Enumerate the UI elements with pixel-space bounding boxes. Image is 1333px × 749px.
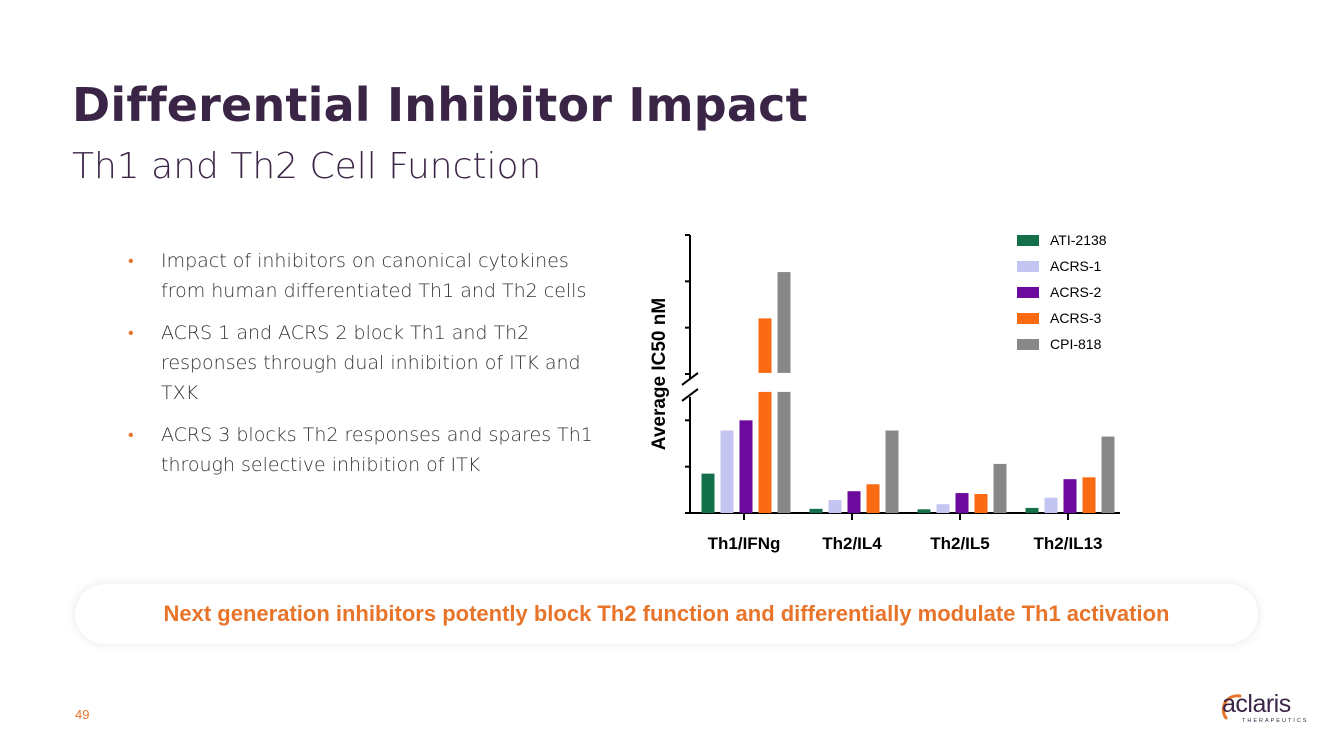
x-tick-label: Th1/IFNg <box>708 534 781 553</box>
chart-svg: Average IC50 nM Th1/IFNg Th2/IL4 Th2/IL5 Th2… <box>649 232 1120 553</box>
legend-label: CPI-818 <box>1050 336 1102 352</box>
bar-break-gap <box>757 372 773 392</box>
bar-ati-2138-0 <box>701 473 715 513</box>
bar-acrs-2-1 <box>847 491 861 513</box>
x-tick-label: Th2/IL5 <box>930 534 990 553</box>
bar-acrs-3-2 <box>974 494 988 513</box>
banner-text: Next generation inhibitors potently bloc… <box>163 601 1170 626</box>
axis-break-mark <box>681 372 699 386</box>
x-tick-label: Th2/IL13 <box>1034 534 1103 553</box>
legend-label: ATI-2138 <box>1050 232 1107 248</box>
bullet-list: • Impact of inhibitors on canonical cyto… <box>128 246 608 492</box>
bullet-item: • Impact of inhibitors on canonical cyto… <box>128 246 608 306</box>
y-axis-label: Average IC50 nM <box>649 298 670 450</box>
legend-swatch-acrs-2 <box>1017 287 1039 298</box>
bullet-text: ACRS 3 blocks Th2 responses and spares T… <box>161 424 593 476</box>
logo-wordmark: aclaris <box>1222 690 1291 718</box>
legend-label: ACRS-2 <box>1050 284 1102 300</box>
legend-swatch-ati-2138 <box>1017 235 1039 246</box>
aclaris-logo: aclaris THERAPEUTICS <box>1218 688 1310 728</box>
bar-cpi-818-3 <box>1101 436 1115 513</box>
bar-ati-2138-3 <box>1025 507 1039 513</box>
bar-acrs-3-3 <box>1082 477 1096 513</box>
legend-swatch-cpi-818 <box>1017 339 1039 350</box>
bar-cpi-818-0 <box>777 272 791 513</box>
legend-swatch-acrs-1 <box>1017 261 1039 272</box>
bullet-dot-icon: • <box>128 425 134 444</box>
bar-acrs-1-3 <box>1044 497 1058 513</box>
page-number: 49 <box>75 707 90 722</box>
bar-acrs-1-0 <box>720 430 734 513</box>
bar-acrs-1-1 <box>828 500 842 513</box>
bar-cpi-818-1 <box>885 430 899 513</box>
bar-break-gap <box>776 372 792 392</box>
bullet-item: • ACRS 3 blocks Th2 responses and spares… <box>128 420 608 480</box>
bullet-text: ACRS 1 and ACRS 2 block Th1 and Th2 resp… <box>161 322 581 404</box>
legend-label: ACRS-3 <box>1050 310 1102 326</box>
bar-acrs-2-2 <box>955 493 969 513</box>
bullet-dot-icon: • <box>128 251 134 270</box>
legend-label: ACRS-1 <box>1050 258 1102 274</box>
bar-ati-2138-1 <box>809 508 823 513</box>
bar-ati-2138-2 <box>917 509 931 513</box>
slide-subtitle: Th1 and Th2 Cell Function <box>72 146 542 187</box>
legend-swatch-acrs-3 <box>1017 313 1039 324</box>
slide-title: Differential Inhibitor Impact <box>72 78 808 132</box>
bar-acrs-2-3 <box>1063 479 1077 513</box>
bar-acrs-2-0 <box>739 420 753 513</box>
bullet-text: Impact of inhibitors on canonical cytoki… <box>161 250 587 302</box>
axis-break-mark <box>681 388 699 402</box>
logo-tagline: THERAPEUTICS <box>1242 718 1309 724</box>
bar-acrs-3-1 <box>866 484 880 513</box>
bar-acrs-3-0 <box>758 318 772 513</box>
bullet-item: • ACRS 1 and ACRS 2 block Th1 and Th2 re… <box>128 318 608 408</box>
bar-acrs-1-2 <box>936 504 950 513</box>
x-tick-label: Th2/IL4 <box>822 534 882 553</box>
bar-cpi-818-2 <box>993 463 1007 513</box>
logo-arc-icon <box>1221 694 1242 720</box>
ic50-bar-chart: Average IC50 nM Th1/IFNg Th2/IL4 Th2/IL5 Th2… <box>640 225 1120 560</box>
conclusion-banner: Next generation inhibitors potently bloc… <box>75 584 1258 644</box>
bullet-dot-icon: • <box>128 323 134 342</box>
